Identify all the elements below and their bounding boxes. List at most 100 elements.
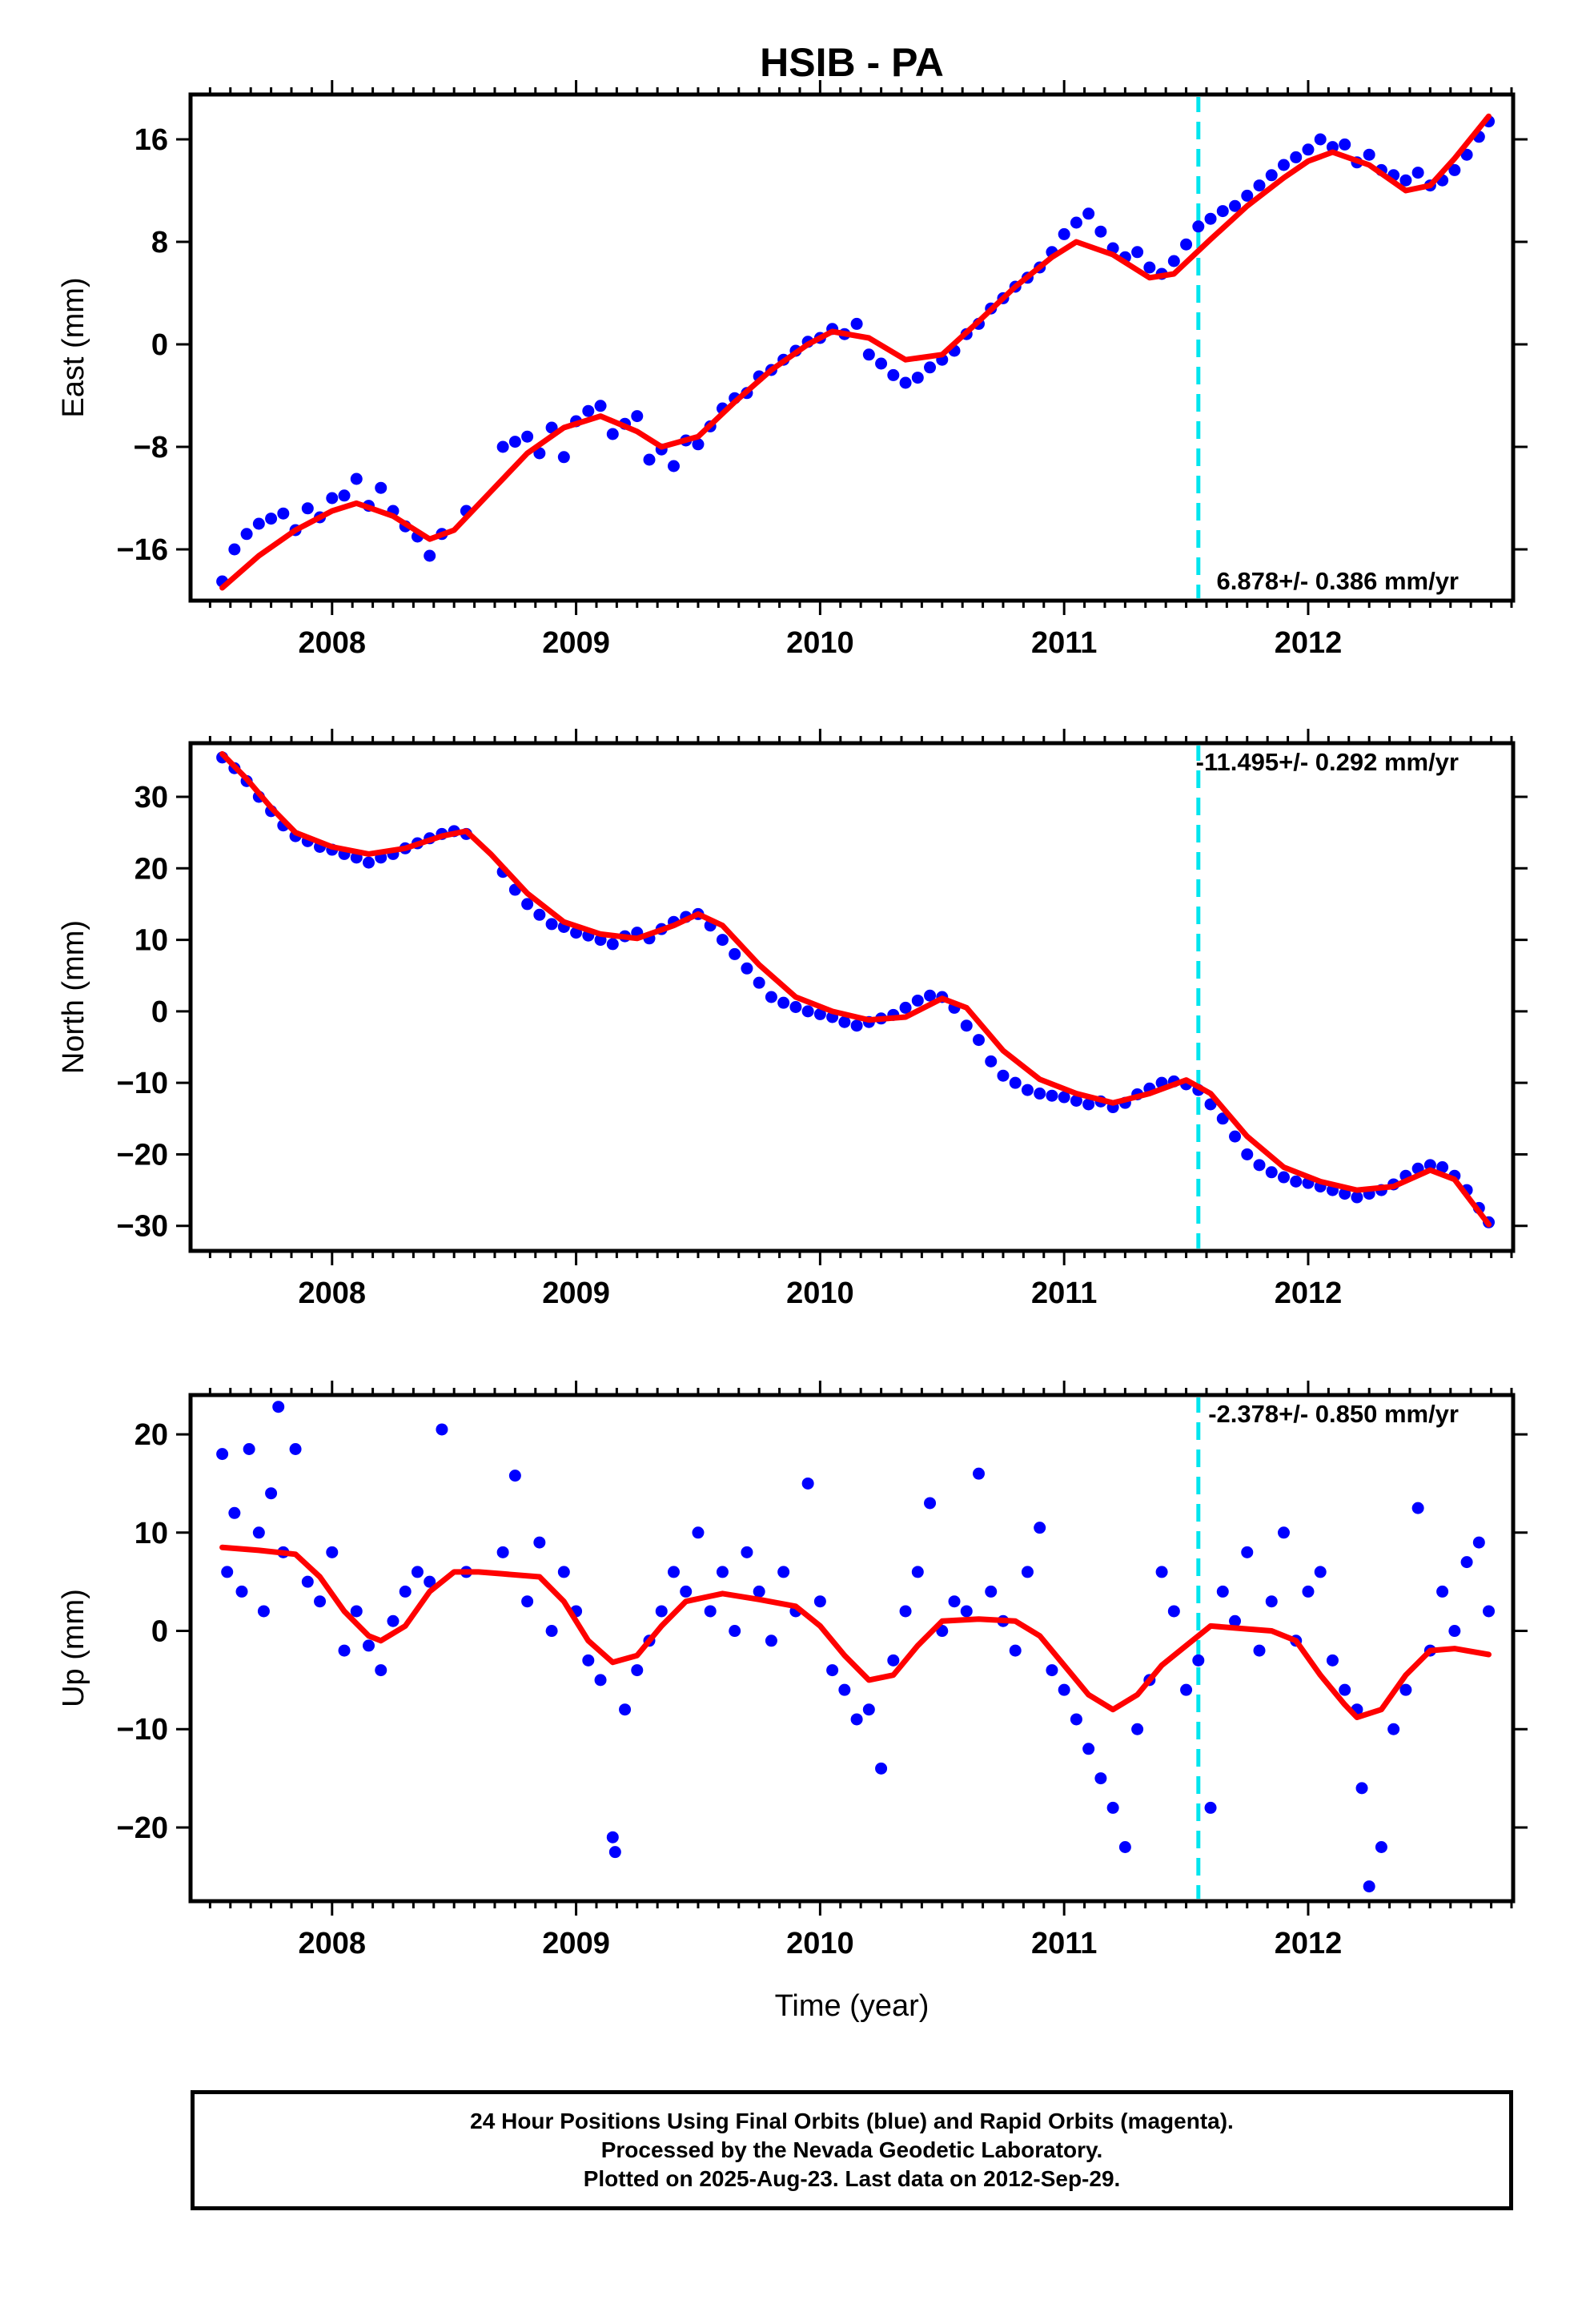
north-data-point bbox=[606, 938, 619, 951]
up-y-tick-label: 0 bbox=[151, 1615, 168, 1649]
up-model-line bbox=[219, 1544, 1492, 1720]
east-data-point bbox=[424, 549, 436, 562]
up-data-point bbox=[826, 1664, 839, 1677]
north-data-point bbox=[911, 994, 924, 1007]
north-data-point bbox=[753, 976, 765, 989]
north-y-axis-label: North (mm) bbox=[57, 920, 90, 1074]
up-data-point bbox=[521, 1595, 534, 1608]
up-data-point bbox=[252, 1526, 265, 1539]
up-data-point bbox=[265, 1487, 278, 1500]
up-data-point bbox=[1106, 1801, 1119, 1814]
up-data-point bbox=[680, 1585, 693, 1598]
east-data-point bbox=[911, 372, 924, 384]
east-data-point bbox=[582, 404, 595, 417]
north-data-point bbox=[997, 1069, 1010, 1082]
east-data-point bbox=[326, 492, 339, 505]
up-data-point bbox=[1448, 1625, 1461, 1638]
east-data-point bbox=[887, 368, 900, 381]
up-data-point bbox=[1229, 1614, 1242, 1627]
east-y-axis-label: East (mm) bbox=[57, 277, 90, 417]
up-data-point bbox=[545, 1625, 558, 1638]
east-plot-frame bbox=[188, 92, 1516, 603]
east-data-point bbox=[1290, 151, 1303, 163]
north-model-line bbox=[219, 750, 1492, 1228]
north-x-tick-label: 2012 bbox=[1275, 1277, 1343, 1310]
north-data-point bbox=[1241, 1148, 1254, 1160]
east-data-point bbox=[252, 517, 265, 530]
up-data-point bbox=[1472, 1536, 1485, 1549]
east-y-tick-label: 0 bbox=[151, 328, 168, 362]
east-data-point bbox=[1229, 199, 1242, 212]
up-y-axis-label: Up (mm) bbox=[57, 1589, 90, 1707]
up-y-tick-label: 10 bbox=[135, 1517, 168, 1550]
east-data-point bbox=[557, 451, 570, 464]
north-data-point bbox=[960, 1019, 973, 1032]
up-data-point bbox=[1302, 1585, 1315, 1598]
up-data-point bbox=[1314, 1566, 1327, 1578]
up-data-point bbox=[1070, 1713, 1082, 1726]
up-data-point bbox=[1094, 1772, 1107, 1785]
up-x-tick-label: 2009 bbox=[542, 1927, 610, 1960]
east-data-point bbox=[301, 502, 314, 515]
east-data-point bbox=[1363, 148, 1375, 161]
up-data-point bbox=[411, 1566, 424, 1578]
east-data-point bbox=[1216, 205, 1229, 218]
up-data-point bbox=[235, 1585, 248, 1598]
north-data-point bbox=[1229, 1130, 1242, 1143]
up-data-point bbox=[399, 1585, 412, 1598]
up-data-point bbox=[1009, 1644, 1022, 1657]
north-y-tick-label: 0 bbox=[151, 995, 168, 1029]
east-data-point bbox=[1241, 189, 1254, 202]
up-data-point bbox=[704, 1605, 717, 1618]
north-data-point bbox=[1351, 1191, 1363, 1204]
east-data-point bbox=[338, 489, 351, 502]
up-data-point bbox=[631, 1664, 644, 1677]
up-data-point bbox=[1399, 1683, 1412, 1696]
north-data-point bbox=[1058, 1091, 1070, 1104]
footer-caption-box: 24 Hour Positions Using Final Orbits (bl… bbox=[191, 2090, 1513, 2210]
chart-title: HSIB - PA bbox=[760, 40, 944, 85]
up-data-point bbox=[1411, 1502, 1424, 1514]
east-data-point bbox=[667, 460, 680, 472]
east-x-tick-label: 2008 bbox=[299, 626, 367, 660]
east-x-tick-label: 2010 bbox=[786, 626, 854, 660]
north-panel: 2008 2009 2010 2011 2012 −30 −20 −10 0 10 20 30 Nort… bbox=[57, 729, 1528, 1310]
up-data-point bbox=[216, 1448, 229, 1461]
east-data-point bbox=[1143, 261, 1156, 274]
east-data-layer bbox=[216, 97, 1496, 598]
up-data-point bbox=[753, 1585, 765, 1598]
up-data-point bbox=[1034, 1522, 1046, 1534]
up-data-point bbox=[1483, 1605, 1496, 1618]
north-data-point bbox=[765, 991, 777, 1003]
north-data-point bbox=[899, 1001, 912, 1014]
up-data-point bbox=[801, 1477, 814, 1490]
up-panel: 2008 2009 2010 2011 2012 −20 −10 0 10 20 Up (mm) -2… bbox=[57, 1381, 1528, 1960]
east-data-point bbox=[1094, 225, 1107, 238]
east-data-point bbox=[1082, 207, 1095, 220]
east-data-point bbox=[1314, 133, 1327, 146]
up-data-point bbox=[948, 1595, 961, 1608]
up-data-point bbox=[619, 1703, 632, 1716]
east-data-point bbox=[1460, 148, 1473, 161]
up-data-point bbox=[557, 1566, 570, 1578]
footer-line-1: 24 Hour Positions Using Final Orbits (bl… bbox=[470, 2109, 1234, 2133]
up-data-point bbox=[228, 1506, 241, 1519]
up-data-point bbox=[243, 1442, 255, 1455]
east-data-point bbox=[1167, 255, 1180, 267]
east-data-point bbox=[1204, 212, 1217, 225]
east-data-point bbox=[277, 507, 290, 520]
up-data-point bbox=[257, 1605, 270, 1618]
up-data-point bbox=[655, 1605, 668, 1618]
up-data-point bbox=[1253, 1644, 1266, 1657]
north-data-point bbox=[1265, 1166, 1278, 1179]
up-data-point bbox=[272, 1401, 285, 1413]
north-data-point bbox=[850, 1019, 863, 1032]
up-data-point bbox=[338, 1644, 351, 1657]
north-y-tick-label: 30 bbox=[135, 781, 168, 814]
up-data-point bbox=[1180, 1683, 1193, 1696]
up-data-point bbox=[1326, 1654, 1339, 1667]
north-data-point bbox=[1021, 1084, 1034, 1096]
north-data-point bbox=[777, 996, 790, 1009]
east-y-tick-label: 8 bbox=[151, 226, 168, 259]
